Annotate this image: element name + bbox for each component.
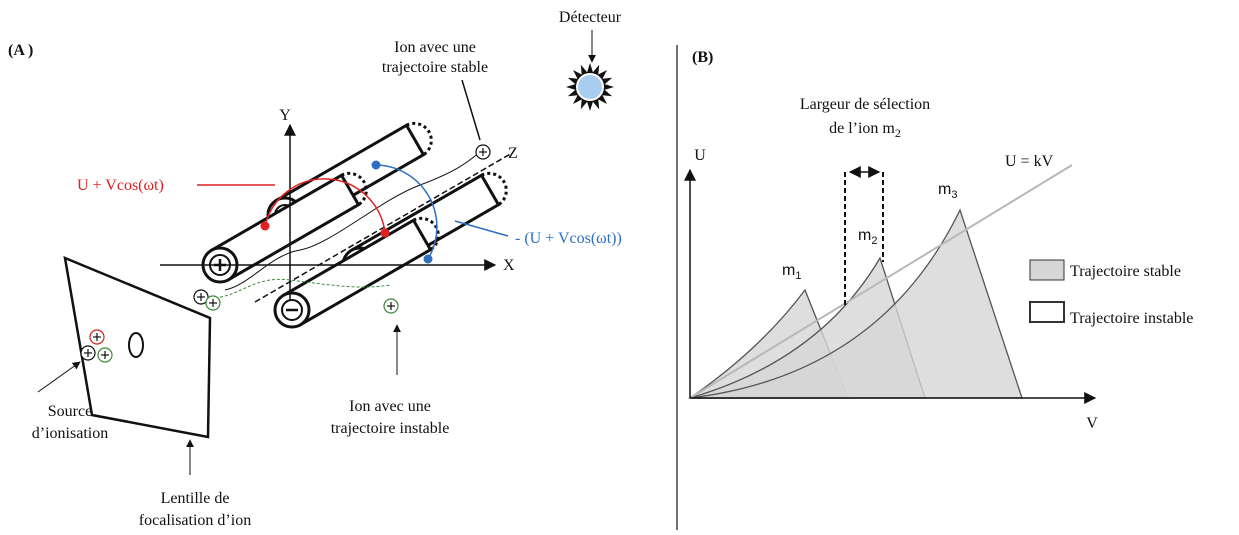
subscript: 2 [871,235,877,247]
panel-label: (A ) [8,42,33,59]
subscript: 2 [895,126,901,140]
selection-label: de l’ion m2 [829,120,901,140]
rod [273,216,440,329]
legend-swatch [1029,301,1065,323]
lens-label: Lentille de [161,490,230,507]
axis-label: U [694,147,706,164]
stable-ion-label: trajectoire stable [382,59,488,76]
ion [89,329,105,345]
peak-label: m2 [858,227,877,247]
legend-label: Trajectoire stable [1070,263,1181,280]
line-label: U = kV [1005,153,1054,170]
axes [160,123,513,303]
text: m [782,262,795,279]
unstable-ion-label: Ion avec une [349,398,431,415]
axis-label: Z [508,145,518,162]
voltage-line [454,220,509,237]
operating-line [689,164,1073,399]
axis-label: V [1086,415,1098,432]
unstable-ion-label: trajectoire instable [331,420,450,437]
peak-label: m1 [782,262,801,282]
ion [205,295,221,311]
pointer [461,79,481,141]
voltage-positive: U + Vcos(ωt) [77,177,164,194]
voltage-arc [264,178,386,234]
detector [566,63,614,111]
ion [97,347,113,363]
source-label: d’ionisation [32,425,108,442]
stability-regions [687,208,1023,399]
stable-ion-label: Ion avec une [394,39,476,56]
axes [684,166,1097,404]
text: de l’ion m [829,120,895,137]
voltage-arc [375,164,438,260]
subscript: 1 [795,270,801,282]
electrode-dot [380,228,390,238]
quadrupole-rods [201,121,508,329]
selection-label: Largeur de sélection [800,96,930,113]
lens-label: focalisation d’ion [139,512,251,529]
detector-label: Détecteur [559,9,622,26]
peak-label: m3 [938,181,957,201]
electrode-dot [423,254,433,264]
legend-label: Trajectoire instable [1070,310,1193,327]
legend-swatch [1029,259,1065,281]
lens-hole [128,332,144,358]
voltage-negative: - (U + Vcos(ωt)) [515,230,622,247]
text: m [858,227,871,244]
subscript: 3 [951,189,957,201]
source-label: Source [48,403,92,420]
text: m [938,181,951,198]
ion [80,345,96,361]
arrow [37,361,81,393]
lens [63,255,212,439]
panel-label: (B) [692,49,713,66]
ion [193,289,209,305]
ion [383,298,399,314]
axis-label: X [503,257,515,274]
electrode-dot [371,160,381,170]
axis-label: Y [279,107,291,124]
electrode-dot [260,221,270,231]
ion [475,144,491,160]
ions [80,144,491,363]
